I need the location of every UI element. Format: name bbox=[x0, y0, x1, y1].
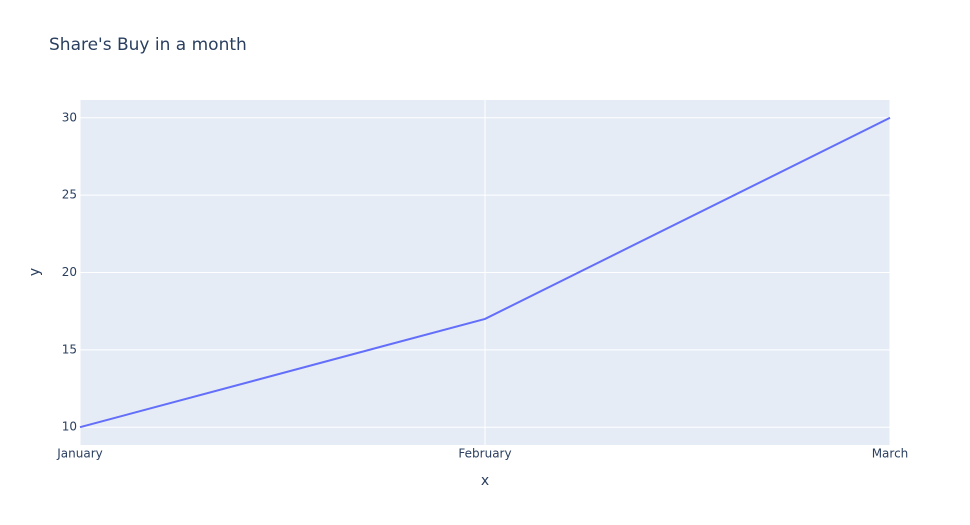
y-tick-label: 30 bbox=[62, 110, 77, 124]
line bbox=[79, 116, 891, 429]
y-axis-title: y bbox=[27, 268, 43, 276]
x-tick-label: February bbox=[458, 447, 511, 461]
x-axis-title: x bbox=[481, 473, 489, 489]
x-tick-label: March bbox=[872, 447, 909, 461]
chart-title: Share's Buy in a month bbox=[49, 35, 247, 55]
y-tick-label: 10 bbox=[62, 420, 77, 434]
y-tick-label: 20 bbox=[62, 265, 77, 279]
y-tick-label: 15 bbox=[62, 342, 77, 356]
y-tick-label: 25 bbox=[62, 188, 77, 202]
x-tick-label: January bbox=[56, 447, 103, 461]
